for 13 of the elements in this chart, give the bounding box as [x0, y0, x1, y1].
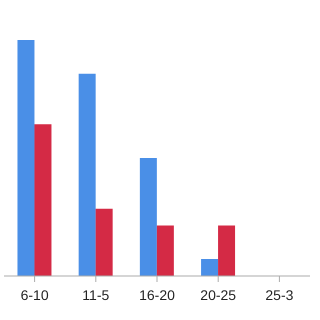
bar: [140, 158, 157, 276]
x-tick-label: 20-25: [200, 286, 236, 303]
x-tick-label: 6-10: [20, 286, 49, 303]
bar: [34, 124, 52, 276]
bar: [96, 208, 113, 276]
bar: [218, 225, 236, 276]
x-tick-label: 16-20: [139, 286, 176, 303]
x-tick-label: 25-3: [265, 286, 294, 303]
bar: [156, 225, 174, 276]
bar: [78, 74, 96, 276]
bar: [201, 259, 218, 276]
x-tick-label: 11-5: [82, 286, 110, 303]
bar: [17, 40, 34, 276]
